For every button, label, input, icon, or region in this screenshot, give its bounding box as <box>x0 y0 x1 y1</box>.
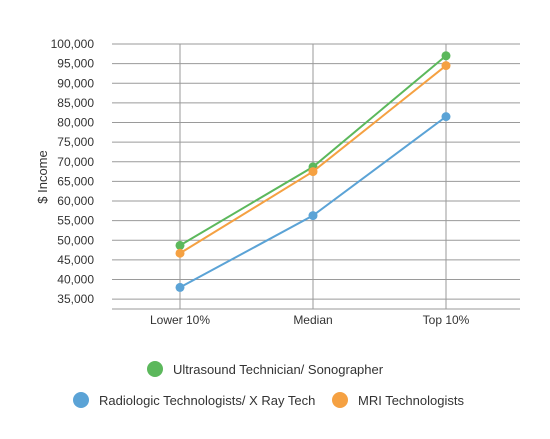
series-radiologic-technologists-x-ray-tech <box>175 112 451 292</box>
legend-item[interactable]: Radiologic Technologists/ X Ray Tech <box>73 392 315 408</box>
y-tick-label: 95,000 <box>57 57 94 71</box>
y-tick-label: 100,000 <box>51 37 95 51</box>
y-axis-ticks: 100,000 95,000 90,000 85,000 80,000 75,000 70,… <box>51 37 95 306</box>
series-group <box>175 51 451 292</box>
data-point[interactable] <box>441 51 451 61</box>
x-tick-label: Top 10% <box>423 313 470 327</box>
y-tick-label: 85,000 <box>57 96 94 110</box>
legend-label: MRI Technologists <box>358 393 464 408</box>
legend-item[interactable]: Ultrasound Technician/ Sonographer <box>147 361 384 377</box>
x-axis-ticks: Lower 10% Median Top 10% <box>150 313 470 327</box>
x-tick-label: Lower 10% <box>150 313 210 327</box>
y-tick-label: 90,000 <box>57 76 94 90</box>
y-tick-label: 60,000 <box>57 194 94 208</box>
legend[interactable]: Ultrasound Technician/ Sonographer Radiol… <box>73 361 464 408</box>
y-axis-label: $ Income <box>35 150 50 203</box>
grid-lines <box>112 43 520 310</box>
data-point[interactable] <box>175 240 185 250</box>
legend-swatch <box>73 392 89 408</box>
data-point[interactable] <box>441 61 451 71</box>
data-point[interactable] <box>441 112 451 122</box>
y-tick-label: 55,000 <box>57 214 94 228</box>
data-point[interactable] <box>175 282 185 292</box>
y-tick-label: 70,000 <box>57 155 94 169</box>
legend-label: Ultrasound Technician/ Sonographer <box>173 362 384 377</box>
data-point[interactable] <box>175 248 185 258</box>
legend-swatch <box>147 361 163 377</box>
x-tick-label: Median <box>293 313 332 327</box>
data-point[interactable] <box>308 211 318 221</box>
y-tick-label: 75,000 <box>57 135 94 149</box>
y-tick-label: 35,000 <box>57 292 94 306</box>
y-tick-label: 45,000 <box>57 253 94 267</box>
y-tick-label: 40,000 <box>57 273 94 287</box>
legend-swatch <box>332 392 348 408</box>
y-tick-label: 50,000 <box>57 233 94 247</box>
series-mri-technologists <box>175 61 451 258</box>
data-point[interactable] <box>308 167 318 177</box>
legend-label: Radiologic Technologists/ X Ray Tech <box>99 393 315 408</box>
legend-item[interactable]: MRI Technologists <box>332 392 464 408</box>
y-tick-label: 65,000 <box>57 174 94 188</box>
y-tick-label: 80,000 <box>57 116 94 130</box>
